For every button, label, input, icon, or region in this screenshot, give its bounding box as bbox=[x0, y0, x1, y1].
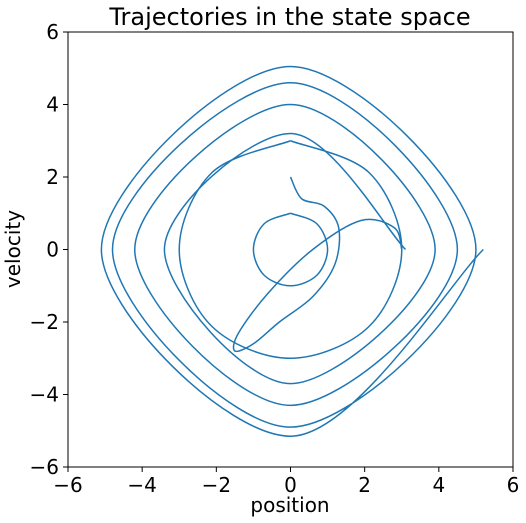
series-line-0 bbox=[252, 212, 329, 287]
y-tick-label: 4 bbox=[46, 93, 59, 117]
y-tick-label: −6 bbox=[30, 455, 59, 479]
y-tick-label: 2 bbox=[46, 165, 59, 189]
x-tick-label: 4 bbox=[432, 473, 445, 497]
x-tick-label: 0 bbox=[284, 473, 297, 497]
x-tick-label: 2 bbox=[358, 473, 371, 497]
series-line-1 bbox=[178, 140, 403, 360]
series-line-2 bbox=[232, 176, 403, 353]
x-axis-label: position bbox=[250, 493, 329, 517]
x-tick-label: −4 bbox=[127, 473, 156, 497]
x-tick-label: −2 bbox=[202, 473, 231, 497]
series-line-3 bbox=[100, 65, 484, 437]
y-tick-label: 6 bbox=[46, 20, 59, 44]
plot-area bbox=[100, 65, 484, 437]
y-axis-label: velocity bbox=[1, 210, 25, 288]
chart-title: Trajectories in the state space bbox=[108, 3, 470, 31]
x-tick-label: −6 bbox=[53, 473, 82, 497]
y-tick-label: −2 bbox=[30, 310, 59, 334]
y-tick-label: −4 bbox=[30, 383, 59, 407]
y-tick-label: 0 bbox=[46, 238, 59, 262]
x-tick-label: 6 bbox=[507, 473, 520, 497]
